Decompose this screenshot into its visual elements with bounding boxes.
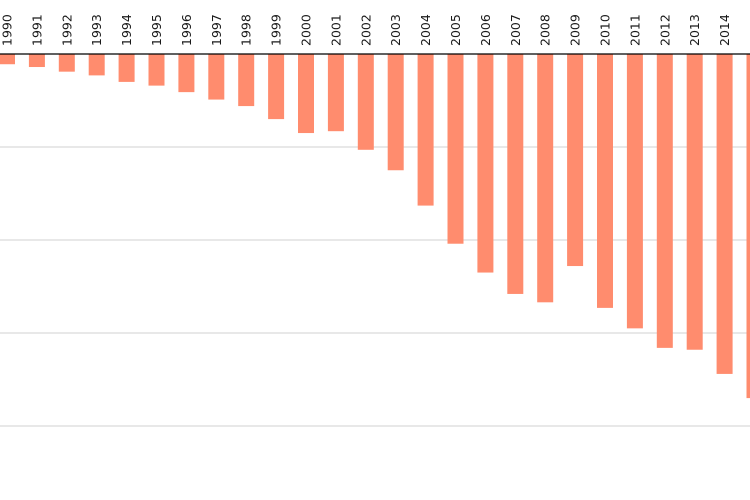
- bar-2012: [656, 54, 673, 348]
- bar-2003: [387, 54, 404, 171]
- bar-2015: [746, 54, 750, 399]
- tick-label-1990: 1990: [0, 14, 15, 46]
- bar-2007: [507, 54, 524, 294]
- bar-2001: [327, 54, 344, 132]
- tick-label-2008: 2008: [538, 14, 553, 46]
- bar-2014: [716, 54, 733, 374]
- tick-label-1996: 1996: [179, 14, 194, 46]
- tick-label-1993: 1993: [89, 14, 104, 46]
- tick-label-1992: 1992: [59, 14, 74, 46]
- bar-1993: [88, 54, 105, 76]
- bar-2008: [537, 54, 554, 303]
- bar-2004: [417, 54, 434, 206]
- tick-label-2013: 2013: [687, 14, 702, 46]
- tick-label-2000: 2000: [299, 14, 314, 46]
- tick-label-2004: 2004: [418, 14, 433, 46]
- tick-label-2010: 2010: [598, 14, 613, 46]
- tick-label-2002: 2002: [358, 14, 373, 46]
- bar-1996: [178, 54, 195, 93]
- tick-label-2015: 2015: [747, 14, 750, 46]
- gridlines: [0, 146, 750, 427]
- tick-label-1991: 1991: [29, 14, 44, 46]
- bar-2002: [357, 54, 374, 150]
- bar-1998: [238, 54, 255, 107]
- bar-1995: [148, 54, 165, 86]
- bar-1997: [208, 54, 225, 100]
- bar-2011: [626, 54, 643, 329]
- bar-1999: [268, 54, 285, 120]
- bar-1990: [0, 54, 15, 65]
- bar-2013: [686, 54, 703, 350]
- bar-2009: [567, 54, 584, 267]
- tick-label-1995: 1995: [149, 14, 164, 46]
- tick-label-2014: 2014: [717, 14, 732, 46]
- tick-label-2011: 2011: [627, 14, 642, 46]
- bar-2005: [447, 54, 464, 244]
- tick-label-1994: 1994: [119, 14, 134, 46]
- tick-label-2006: 2006: [478, 14, 493, 46]
- tick-label-1998: 1998: [239, 14, 254, 46]
- x-axis-tick-labels: 1990 1991 1992 1993 1994 1995 1996 1997 1998 1999…: [0, 14, 750, 46]
- tick-label-2007: 2007: [508, 14, 523, 46]
- bar-2010: [597, 54, 613, 308]
- tick-label-2001: 2001: [328, 14, 343, 46]
- tick-label-1997: 1997: [209, 14, 224, 46]
- bar-2000: [298, 54, 314, 134]
- tick-label-2012: 2012: [657, 14, 672, 46]
- tick-label-1999: 1999: [269, 14, 284, 46]
- bars: [0, 54, 750, 399]
- bar-1992: [58, 54, 75, 72]
- tick-label-2009: 2009: [568, 14, 583, 46]
- bar-1991: [28, 54, 45, 68]
- bar-2006: [477, 54, 494, 273]
- bar-1994: [118, 54, 135, 82]
- tick-label-2003: 2003: [388, 14, 403, 46]
- tick-label-2005: 2005: [448, 14, 463, 46]
